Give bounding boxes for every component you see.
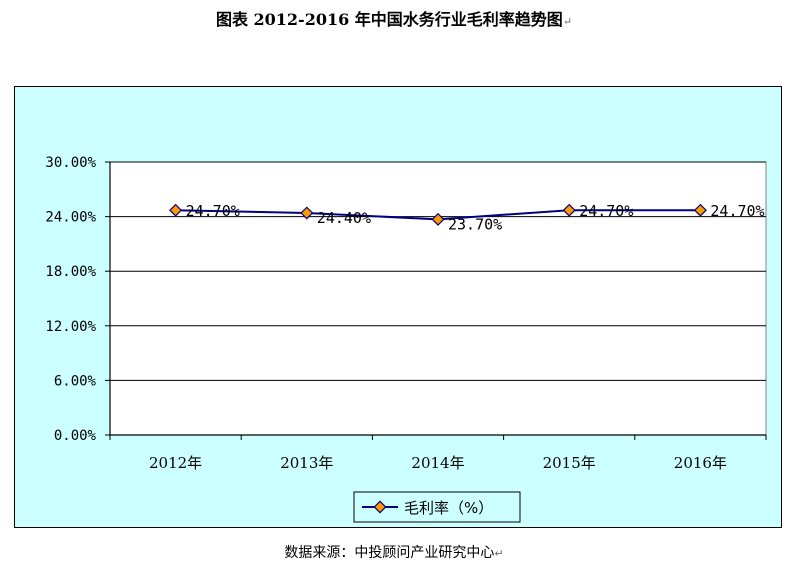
y-tick-label: 24.00% <box>45 210 96 226</box>
x-tick-label: 2012年 <box>149 454 202 472</box>
y-tick-label: 6.00% <box>54 373 97 389</box>
data-label: 23.70% <box>448 215 502 233</box>
data-label: 24.70% <box>710 202 764 220</box>
data-point-marker <box>169 203 183 217</box>
data-point-marker <box>562 203 576 217</box>
x-tick-label: 2016年 <box>674 454 727 472</box>
plot-area <box>109 161 767 436</box>
x-tick-label: 2014年 <box>411 454 464 472</box>
chart-title-text: 图表 2012-2016 年中国水务行业毛利率趋势图 <box>215 10 563 29</box>
data-point-marker <box>693 203 707 217</box>
chart-title: 图表 2012-2016 年中国水务行业毛利率趋势图↵ <box>0 6 788 30</box>
data-label: 24.70% <box>186 202 240 220</box>
data-label: 24.40% <box>317 209 371 227</box>
x-tick-label: 2015年 <box>543 454 596 472</box>
legend-marker-swatch <box>373 500 387 514</box>
data-point-marker <box>431 212 445 226</box>
legend-label: 毛利率（%） <box>404 499 493 517</box>
paragraph-mark: ↵ <box>562 15 573 28</box>
y-tick-label: 12.00% <box>45 319 96 335</box>
y-tick-label: 30.00% <box>45 155 96 171</box>
data-label: 24.70% <box>579 202 633 220</box>
y-tick-label: 18.00% <box>45 264 96 280</box>
data-point-marker <box>300 206 314 220</box>
y-tick-label: 0.00% <box>54 428 97 444</box>
source-text: 数据来源：中投顾问产业研究中心 <box>284 545 495 561</box>
paragraph-mark: ↵ <box>494 547 504 560</box>
x-tick-label: 2013年 <box>280 454 333 472</box>
source-note: 数据来源：中投顾问产业研究中心↵ <box>0 542 788 562</box>
